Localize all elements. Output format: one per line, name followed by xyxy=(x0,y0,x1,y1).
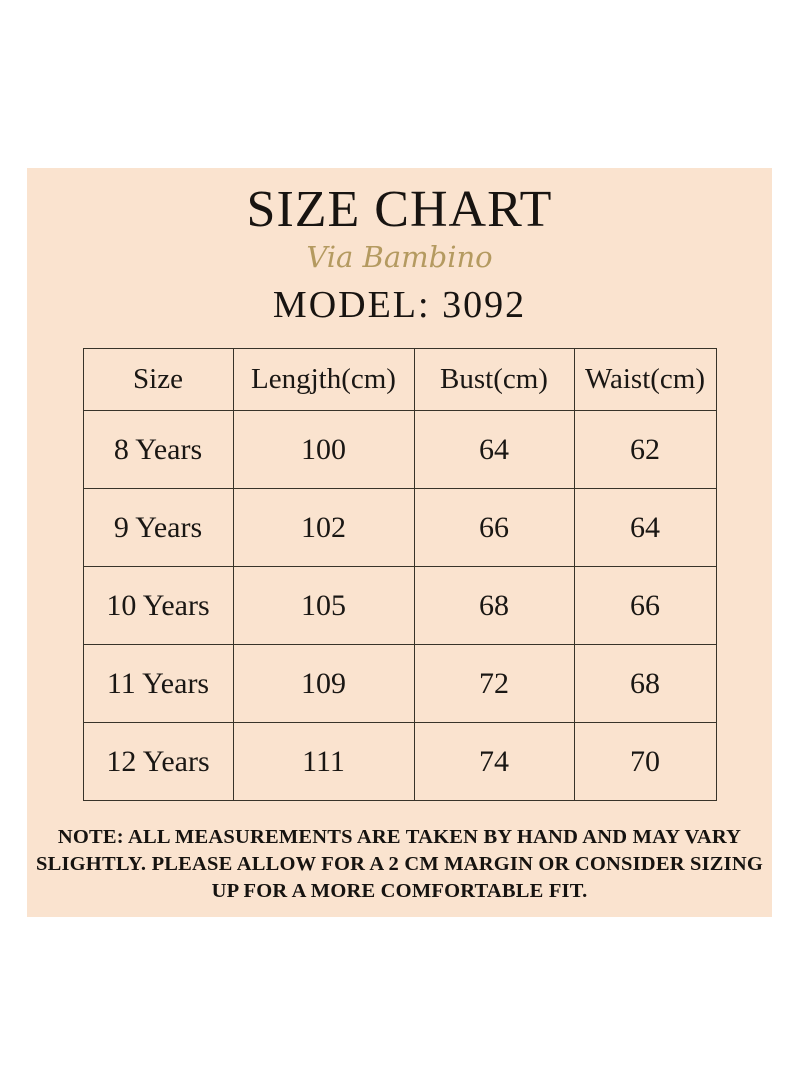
column-header-waist: Waist(cm) xyxy=(573,348,717,412)
column-header-bust: Bust(cm) xyxy=(413,348,575,412)
note-line: NOTE: ALL MEASUREMENTS ARE TAKEN BY HAND… xyxy=(57,826,742,849)
length-cell: 102 xyxy=(232,488,415,568)
length-cell: 105 xyxy=(232,566,415,646)
column-header-size: Size xyxy=(82,348,234,412)
column-header-length: Lengjth(cm) xyxy=(232,348,415,412)
bust-cell: 64 xyxy=(413,410,575,490)
note-line: UP FOR A MORE COMFORTABLE FIT. xyxy=(211,880,588,903)
note-line: SLIGHTLY. PLEASE ALLOW FOR A 2 CM MARGIN… xyxy=(36,853,763,876)
waist-cell: 64 xyxy=(573,488,717,568)
brand-signature: Via Bambino xyxy=(306,239,493,274)
size-table: Size Lengjth(cm) Bust(cm) Waist(cm) 8 Ye… xyxy=(82,348,717,802)
waist-cell: 70 xyxy=(573,722,717,802)
size-cell: 11 Years xyxy=(82,644,234,724)
waist-cell: 62 xyxy=(573,410,717,490)
waist-cell: 68 xyxy=(573,644,717,724)
size-cell: 12 Years xyxy=(82,722,234,802)
table-row: 10 Years 105 68 66 xyxy=(82,566,717,646)
waist-cell: 66 xyxy=(573,566,717,646)
bust-cell: 74 xyxy=(413,722,575,802)
length-cell: 111 xyxy=(232,722,415,802)
table-row: 9 Years 102 66 64 xyxy=(82,488,717,568)
table-row: 12 Years 111 74 70 xyxy=(82,722,717,802)
table-header-row: Size Lengjth(cm) Bust(cm) Waist(cm) xyxy=(82,348,717,412)
model-number: MODEL: 3092 xyxy=(272,283,527,326)
size-cell: 10 Years xyxy=(82,566,234,646)
bust-cell: 72 xyxy=(413,644,575,724)
table-row: 11 Years 109 72 68 xyxy=(82,644,717,724)
size-cell: 8 Years xyxy=(82,410,234,490)
size-table-head: Size Lengjth(cm) Bust(cm) Waist(cm) xyxy=(82,348,717,412)
length-cell: 100 xyxy=(232,410,415,490)
page-title: SIZE CHART xyxy=(246,181,553,238)
measurement-note: NOTE: ALL MEASUREMENTS ARE TAKEN BY HAND… xyxy=(35,824,765,905)
size-chart-panel: SIZE CHART Via Bambino MODEL: 3092 Size … xyxy=(27,168,772,917)
size-table-body: 8 Years 100 64 62 9 Years 102 66 64 10 Y… xyxy=(82,410,717,802)
size-cell: 9 Years xyxy=(82,488,234,568)
table-row: 8 Years 100 64 62 xyxy=(82,410,717,490)
bust-cell: 66 xyxy=(413,488,575,568)
length-cell: 109 xyxy=(232,644,415,724)
bust-cell: 68 xyxy=(413,566,575,646)
